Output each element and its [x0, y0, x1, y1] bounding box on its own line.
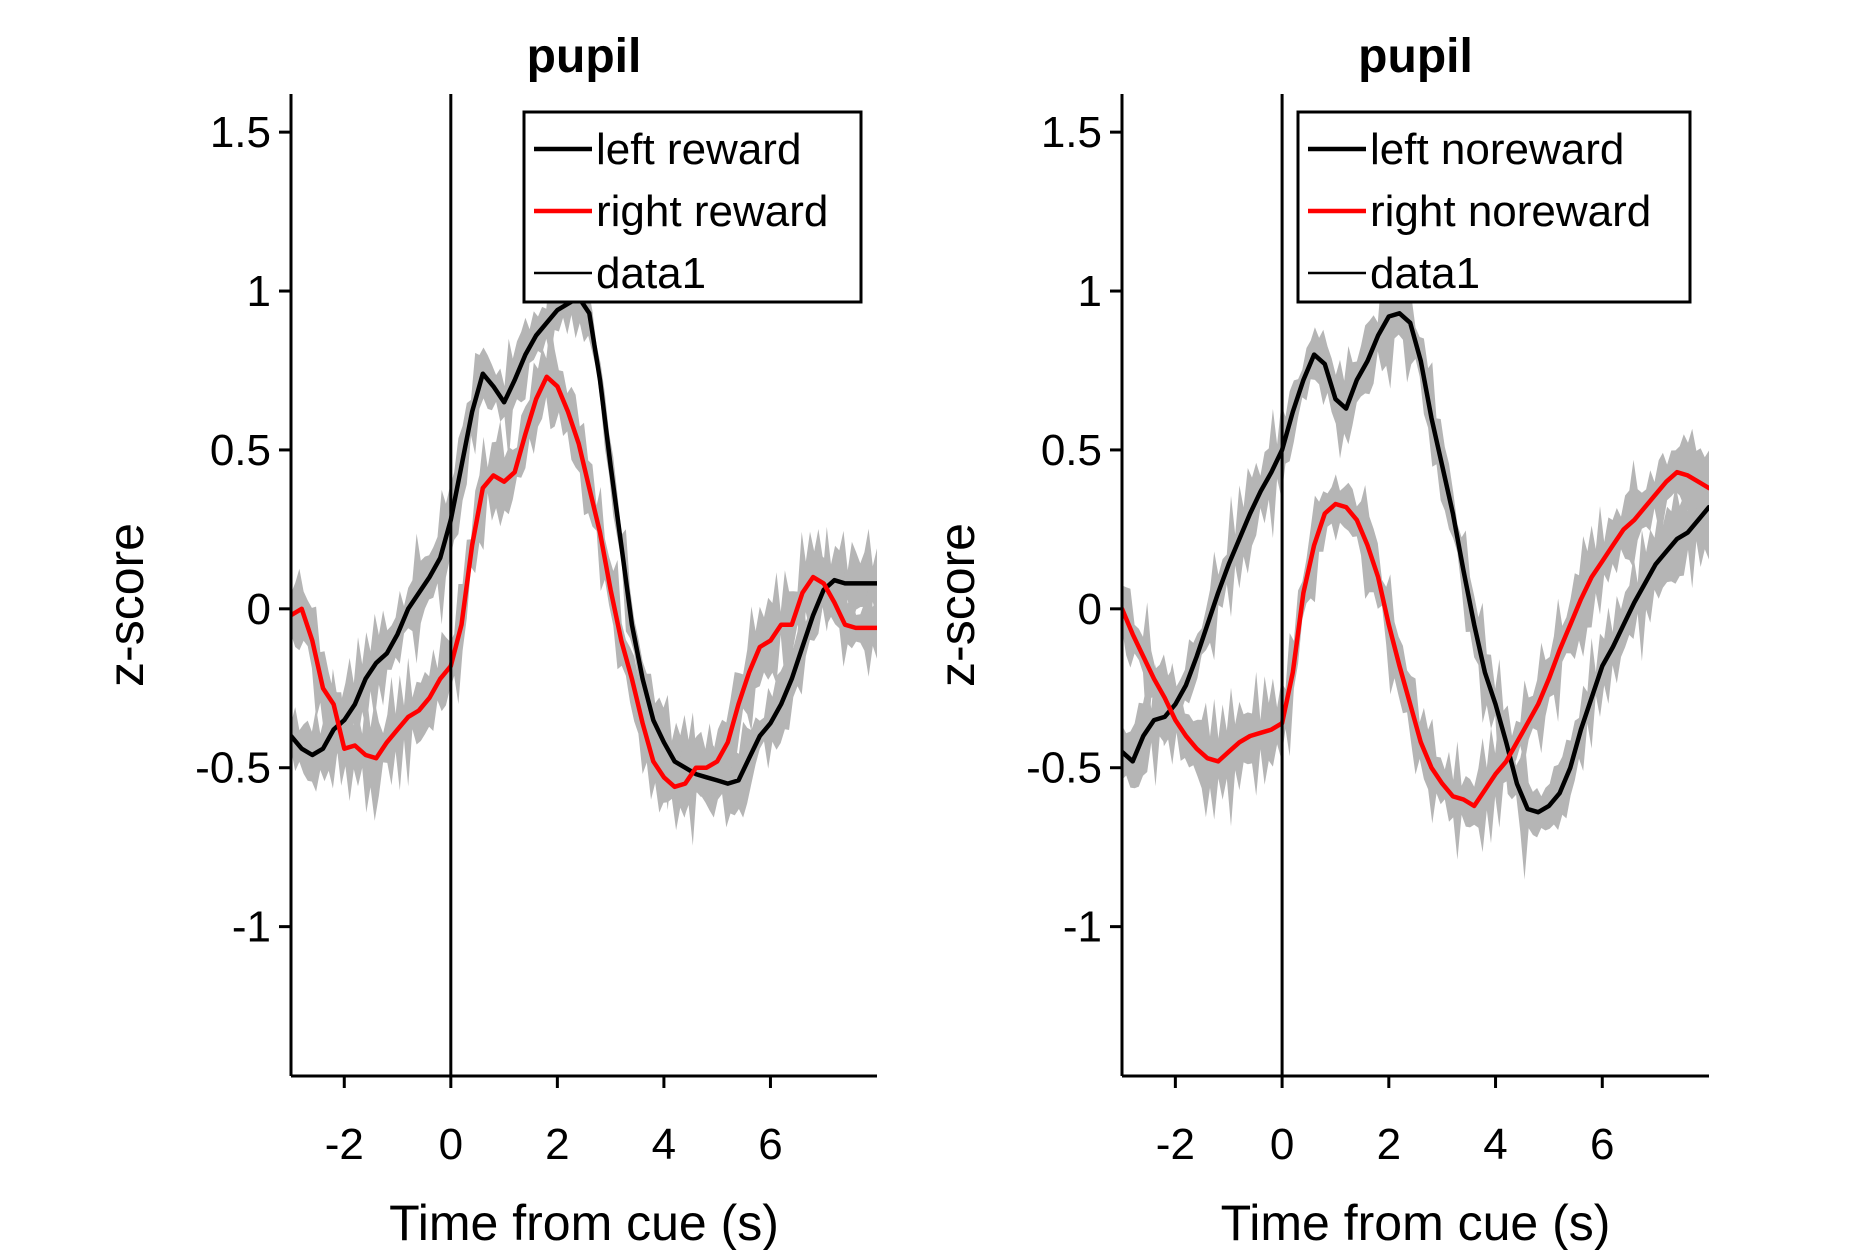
error-band — [1122, 428, 1709, 860]
y-tick-label: -1 — [232, 903, 271, 952]
chart-title: pupil — [1358, 30, 1473, 83]
y-tick-label: -1 — [1063, 903, 1102, 952]
legend: left reward right reward data1 — [522, 110, 863, 304]
legend: left noreward right noreward data1 — [1296, 110, 1692, 304]
legend-label: right noreward — [1370, 187, 1651, 236]
error-band — [1122, 260, 1709, 880]
x-tick-label: 6 — [1590, 1120, 1614, 1169]
legend-label: right reward — [596, 187, 828, 236]
y-axis-label: z-score — [929, 523, 985, 687]
x-tick-label: 6 — [758, 1120, 782, 1169]
chart-panel-2: 1.5 1 0.5 0 -0.5 -1 -2 0 2 4 6 Time from cue (s) z-s… — [929, 30, 1709, 1250]
x-tick-label: 2 — [545, 1120, 569, 1169]
legend-box — [522, 110, 863, 304]
y-axis-label: z-score — [98, 523, 154, 687]
y-tick-label: -0.5 — [1026, 744, 1102, 793]
legend-label: left reward — [596, 125, 801, 174]
plot-area — [1122, 260, 1709, 880]
x-tick-label: 4 — [1483, 1120, 1507, 1169]
chart-panel-1: 1.5 1 0.5 0 -0.5 -1 -2 0 2 4 6 Time from cue (s) z-s… — [98, 30, 877, 1250]
x-axis-label: Time from cue (s) — [1221, 1195, 1611, 1250]
legend-label: data1 — [596, 249, 706, 298]
x-tick-label: 2 — [1377, 1120, 1401, 1169]
y-tick-label: 0.5 — [210, 426, 271, 475]
x-tick-label: 0 — [439, 1120, 463, 1169]
legend-label: data1 — [1370, 249, 1480, 298]
y-tick-label: 0.5 — [1041, 426, 1102, 475]
legend-box — [1296, 110, 1692, 304]
plot-area — [291, 261, 877, 846]
chart-title: pupil — [527, 30, 642, 83]
x-tick-label: 4 — [652, 1120, 676, 1169]
y-tick-label: 0 — [1078, 585, 1102, 634]
error-band — [291, 319, 877, 831]
y-tick-label: 1 — [1078, 267, 1102, 316]
y-tick-label: 1.5 — [210, 108, 271, 157]
x-axis-label: Time from cue (s) — [389, 1195, 779, 1250]
legend-label: left noreward — [1370, 125, 1624, 174]
series-line — [1122, 311, 1709, 815]
series-line — [291, 374, 877, 790]
x-tick-label: -2 — [1156, 1120, 1195, 1169]
y-tick-label: 0 — [247, 585, 271, 634]
x-tick-label: 0 — [1270, 1120, 1294, 1169]
x-tick-label: -2 — [325, 1120, 364, 1169]
y-tick-label: 1.5 — [1041, 108, 1102, 157]
series-line — [291, 295, 877, 786]
y-tick-label: 1 — [247, 267, 271, 316]
series-line — [1122, 469, 1709, 809]
y-tick-label: -0.5 — [195, 744, 271, 793]
